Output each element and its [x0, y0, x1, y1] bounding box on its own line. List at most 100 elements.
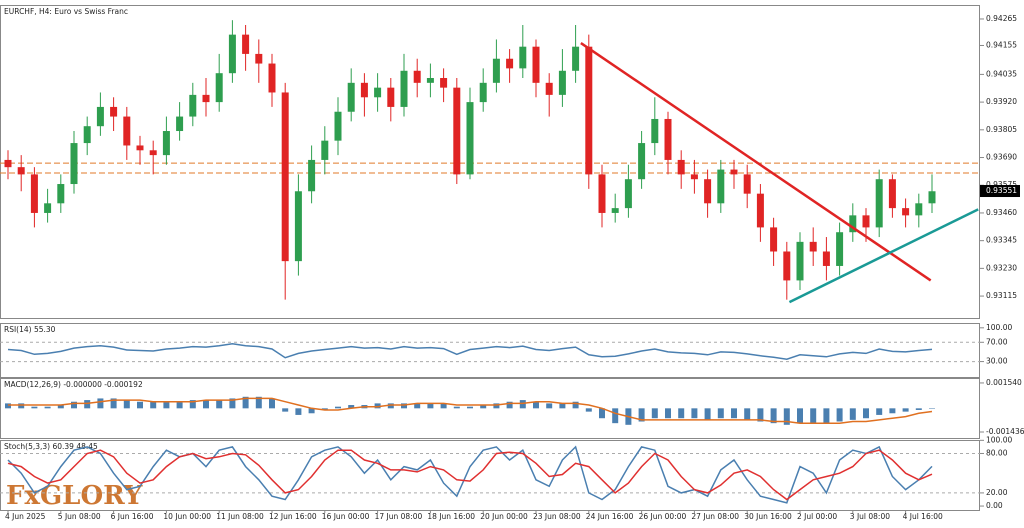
x-tick-label: 4 Jun 2025	[5, 512, 46, 521]
bar	[414, 403, 421, 409]
bar	[123, 400, 130, 409]
bar	[150, 401, 157, 409]
x-tick-label: 6 Jun 16:00	[111, 512, 154, 521]
price-tag	[980, 185, 1020, 198]
candle-body	[704, 179, 712, 204]
candle-body	[506, 58, 514, 69]
candle-body	[875, 179, 883, 228]
candle-body	[347, 82, 355, 112]
bar	[216, 400, 223, 409]
x-tick-label: 5 Jun 08:00	[58, 512, 101, 521]
candle-body	[690, 174, 698, 180]
bar	[665, 408, 671, 419]
pane-title: Stoch(5,3,3) 60.39 48.45	[4, 442, 98, 451]
bar	[915, 408, 922, 410]
bar	[335, 406, 341, 409]
candle-body	[215, 73, 223, 103]
bar	[269, 398, 275, 409]
candle-body	[519, 46, 527, 69]
y-tick-label: 0.93805	[986, 125, 1017, 134]
bar	[559, 403, 566, 409]
trendline	[788, 208, 979, 304]
candle-body	[664, 118, 672, 160]
candle-body	[17, 167, 25, 175]
y-tick-label: 0.93115	[986, 291, 1017, 300]
candle-body	[466, 102, 474, 175]
candle-body	[440, 78, 448, 88]
candle-body	[756, 193, 764, 228]
candle-body	[677, 159, 685, 175]
bar	[599, 408, 605, 419]
bar	[295, 408, 302, 415]
trendline	[580, 42, 932, 282]
bar	[889, 408, 896, 414]
candle-body	[136, 145, 144, 151]
candle-body	[149, 150, 157, 156]
y-tick-label: 100.00	[986, 323, 1012, 332]
bar	[731, 408, 737, 419]
candle-body	[176, 116, 184, 132]
candle-body	[242, 34, 250, 54]
y-tick-label: 0.94265	[986, 14, 1017, 23]
series-line	[7, 445, 933, 504]
y-tick-label: 100.00	[986, 435, 1012, 444]
bar	[110, 398, 117, 409]
y-tick-label: 0.001540	[986, 378, 1022, 387]
bar	[783, 408, 790, 425]
pane-title: MACD(12,26,9) -0.000000 -0.000192	[4, 380, 143, 389]
candle-body	[110, 106, 118, 117]
series-line	[7, 342, 933, 360]
candle-body	[862, 215, 870, 228]
bar	[242, 396, 249, 409]
candle-body	[611, 208, 619, 213]
candle-body	[162, 131, 170, 156]
x-tick-label: 16 Jun 00:00	[322, 512, 370, 521]
bar	[255, 396, 262, 409]
bar	[31, 406, 38, 409]
candle-body	[492, 58, 500, 83]
x-tick-label: 24 Jun 16:00	[586, 512, 634, 521]
bar	[876, 408, 883, 415]
candle-body	[334, 111, 342, 141]
x-tick-label: 18 Jun 16:00	[427, 512, 475, 521]
candle-body	[770, 227, 778, 252]
bar	[401, 403, 407, 409]
bar	[770, 408, 777, 424]
candle-body	[836, 232, 844, 266]
candle-body	[321, 140, 329, 160]
candle-body	[189, 94, 197, 117]
candle-body	[123, 116, 131, 146]
candle-body	[796, 241, 804, 281]
bar	[493, 403, 500, 409]
pane-frame	[0, 378, 980, 439]
bar	[374, 403, 381, 409]
candle-body	[558, 70, 566, 95]
y-tick-label: 0.93575	[986, 180, 1017, 189]
bar	[229, 398, 236, 409]
watermark: FxGLORY	[6, 481, 143, 511]
candle-body	[281, 92, 289, 262]
candle-body	[387, 87, 395, 107]
x-tick-label: 26 Jun 00:00	[639, 512, 687, 521]
y-tick-label: -0.001436	[986, 427, 1024, 436]
bar	[849, 408, 856, 420]
y-tick-label: 0.93230	[986, 263, 1017, 272]
price-tag-label: 0.93551	[986, 186, 1017, 195]
candle-body	[717, 169, 725, 204]
bar	[57, 405, 64, 409]
bar	[5, 403, 11, 409]
y-tick-label: 0.94035	[986, 69, 1017, 78]
x-tick-label: 12 Jun 16:00	[269, 512, 317, 521]
candle-body	[783, 251, 791, 281]
bar	[176, 401, 183, 409]
bar	[744, 408, 751, 420]
candle-body	[83, 126, 91, 144]
bar	[18, 403, 25, 409]
candle-body	[730, 169, 738, 175]
candle-body	[651, 118, 659, 144]
x-tick-label: 27 Jun 08:00	[691, 512, 739, 521]
bar	[823, 408, 830, 424]
x-tick-label: 30 Jun 16:00	[744, 512, 792, 521]
candle-body	[743, 174, 751, 194]
bar	[203, 400, 209, 409]
